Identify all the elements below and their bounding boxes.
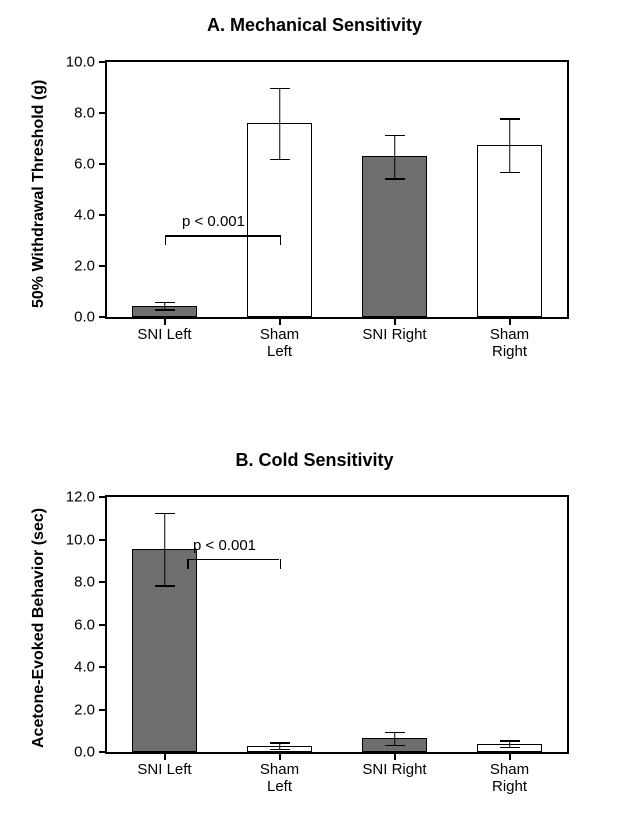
x-tick-label: SNI Left: [137, 317, 191, 344]
bar: [362, 738, 426, 752]
panel-b-cold-sensitivity: B. Cold Sensitivity Acetone-Evoked Behavi…: [0, 450, 629, 813]
y-tick-label: 6.0: [74, 156, 107, 173]
y-tick-label: 0.0: [74, 744, 107, 761]
p-value-label: p < 0.001: [182, 213, 245, 230]
x-tick-label: Sham Left: [260, 752, 299, 795]
bar: [362, 156, 426, 317]
x-tick-label: Sham Right: [490, 317, 529, 360]
y-tick-label: 4.0: [74, 659, 107, 676]
x-tick-label: SNI Right: [362, 317, 426, 344]
y-tick-label: 10.0: [66, 54, 107, 71]
y-tick-label: 2.0: [74, 258, 107, 275]
plot-area: 0.02.04.06.08.010.0SNI LeftSham LeftSNI …: [105, 60, 569, 319]
y-tick-label: 8.0: [74, 574, 107, 591]
bar: [132, 549, 196, 752]
panel-a-mechanical-sensitivity: A. Mechanical Sensitivity 50% Withdrawal …: [0, 15, 629, 375]
x-tick-label: Sham Right: [490, 752, 529, 795]
x-tick-label: SNI Right: [362, 752, 426, 779]
bar: [477, 145, 541, 317]
y-tick-label: 0.0: [74, 309, 107, 326]
plot-area: 0.02.04.06.08.010.012.0SNI LeftSham Left…: [105, 495, 569, 754]
bar: [132, 306, 196, 317]
y-tick-label: 4.0: [74, 207, 107, 224]
x-tick-label: SNI Left: [137, 752, 191, 779]
x-tick-label: Sham Left: [260, 317, 299, 360]
panel-title: A. Mechanical Sensitivity: [0, 15, 629, 36]
y-tick-label: 12.0: [66, 489, 107, 506]
panel-title: B. Cold Sensitivity: [0, 450, 629, 471]
y-tick-label: 6.0: [74, 616, 107, 633]
y-tick-label: 10.0: [66, 531, 107, 548]
bar: [247, 123, 311, 317]
y-tick-label: 2.0: [74, 701, 107, 718]
p-value-label: p < 0.001: [193, 537, 256, 554]
y-axis-label: 50% Withdrawal Threshold (g): [30, 80, 48, 308]
y-axis-label: Acetone-Evoked Behavior (sec): [30, 508, 48, 748]
y-tick-label: 8.0: [74, 105, 107, 122]
bar: [477, 744, 541, 753]
figure-page: A. Mechanical Sensitivity 50% Withdrawal …: [0, 0, 629, 813]
